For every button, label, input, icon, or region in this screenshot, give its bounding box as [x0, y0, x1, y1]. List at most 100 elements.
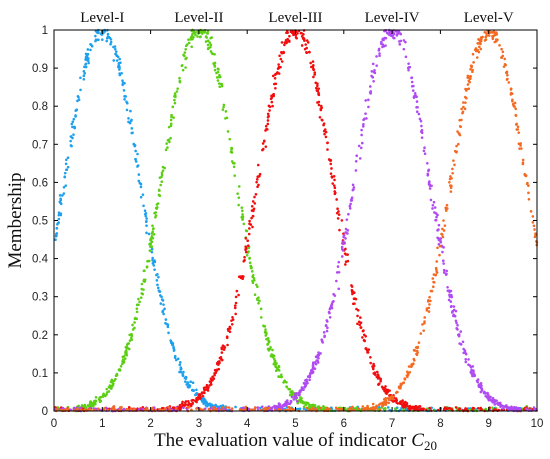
data-point [480, 382, 483, 385]
data-point [329, 306, 332, 309]
data-point [209, 37, 212, 40]
data-point [459, 330, 462, 333]
data-point [364, 99, 367, 102]
data-point [178, 77, 181, 80]
data-point [445, 273, 448, 276]
data-point [375, 64, 378, 67]
data-point [217, 68, 220, 71]
data-point [160, 180, 163, 183]
data-point [506, 78, 509, 81]
data-point [294, 392, 297, 395]
data-point [456, 328, 459, 331]
y-tick-label: 0.7 [32, 139, 48, 151]
data-point [64, 184, 67, 187]
data-point [514, 108, 517, 111]
level-labels: Level-I Level-II Level-III Level-IV Level-V [80, 10, 514, 26]
data-point [441, 251, 444, 254]
data-point [145, 217, 148, 220]
data-point [213, 64, 216, 67]
data-point [412, 362, 415, 365]
x-axis-title-symbol: C [411, 430, 424, 451]
data-point [285, 42, 288, 45]
data-point [464, 349, 467, 352]
data-point [322, 405, 325, 408]
data-point [360, 134, 363, 137]
data-point [335, 407, 338, 410]
data-point [443, 269, 446, 272]
data-point [442, 262, 445, 265]
data-point [519, 144, 522, 147]
data-point [230, 319, 233, 322]
data-point [433, 273, 436, 276]
data-point [222, 406, 225, 409]
data-point [234, 313, 237, 316]
data-point [372, 406, 375, 409]
data-point [131, 127, 134, 130]
data-point [479, 48, 482, 51]
y-tick-label: 0.9 [32, 63, 48, 75]
data-point [252, 215, 255, 218]
data-point [300, 389, 303, 392]
data-point [262, 148, 265, 151]
data-point [166, 146, 169, 149]
data-point [155, 207, 158, 210]
data-point [157, 287, 160, 290]
data-point [112, 382, 115, 385]
data-point [343, 234, 346, 237]
data-point [164, 407, 167, 410]
data-point [383, 45, 386, 48]
data-point [415, 106, 418, 109]
data-point [355, 154, 358, 157]
data-point [265, 125, 268, 128]
data-point [182, 406, 185, 409]
data-point [317, 92, 320, 95]
data-point [360, 326, 363, 329]
data-point [160, 302, 163, 305]
data-point [328, 311, 331, 314]
data-point [218, 76, 221, 79]
data-point [226, 337, 229, 340]
data-point [195, 392, 198, 395]
data-point [180, 368, 183, 371]
data-point [361, 336, 364, 339]
data-point [83, 405, 86, 408]
data-point [89, 400, 92, 403]
data-point [393, 37, 396, 40]
data-point [175, 407, 178, 410]
data-point [118, 58, 121, 61]
data-point [416, 100, 419, 103]
data-point [468, 81, 471, 84]
data-point [273, 358, 276, 361]
data-point [505, 406, 508, 409]
data-point [231, 323, 234, 326]
data-point [319, 407, 322, 410]
data-point [333, 175, 336, 178]
data-point [60, 203, 63, 206]
data-point [280, 58, 283, 61]
data-point [85, 53, 88, 56]
data-point [187, 38, 190, 41]
data-point [290, 401, 293, 404]
data-point [121, 84, 124, 87]
data-point [137, 298, 140, 301]
data-point [435, 260, 438, 263]
data-point [256, 285, 259, 288]
data-point [431, 277, 434, 280]
data-point [234, 304, 237, 307]
data-point [428, 407, 431, 410]
data-point [112, 405, 115, 408]
data-point [355, 160, 358, 163]
data-point [373, 71, 376, 74]
data-point [514, 114, 517, 117]
data-point [223, 348, 226, 351]
data-point [67, 166, 70, 169]
data-point [228, 406, 231, 409]
data-point [191, 34, 194, 37]
data-point [273, 355, 276, 358]
data-point [413, 95, 416, 98]
data-point [72, 118, 75, 121]
data-point [359, 316, 362, 319]
data-point [85, 63, 88, 66]
data-point [292, 34, 295, 37]
data-point [151, 235, 154, 238]
